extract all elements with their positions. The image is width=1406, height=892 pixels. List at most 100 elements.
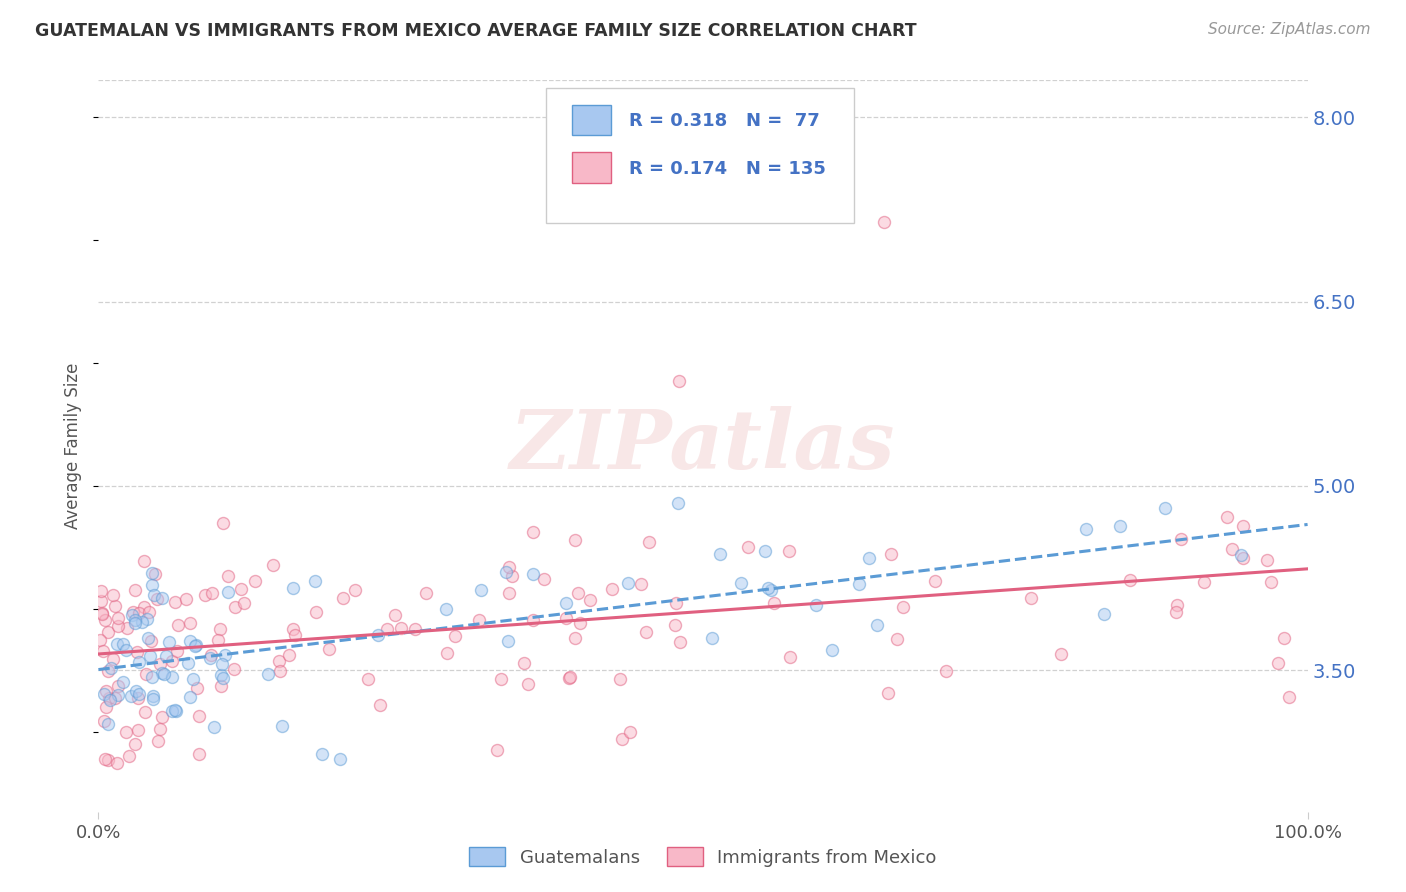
Point <box>873 214 896 228</box>
Point <box>153 667 176 681</box>
Point <box>1108 519 1130 533</box>
Point <box>318 641 340 656</box>
Point <box>1019 591 1042 605</box>
Point <box>232 596 254 610</box>
Point <box>637 535 659 549</box>
Point <box>105 637 128 651</box>
Point <box>415 585 437 599</box>
Point <box>96 683 118 698</box>
Point <box>600 582 623 597</box>
Point <box>90 583 112 598</box>
Point <box>131 615 153 629</box>
Point <box>434 602 457 616</box>
Point <box>262 558 284 572</box>
Point <box>93 751 115 765</box>
Point <box>522 567 544 582</box>
Point <box>93 714 115 728</box>
Point <box>564 631 586 645</box>
Point <box>104 599 127 614</box>
Point <box>93 687 115 701</box>
Point <box>105 756 128 770</box>
Point <box>269 664 291 678</box>
Point <box>97 753 120 767</box>
Point <box>188 709 211 723</box>
Point <box>557 671 579 685</box>
Point <box>344 582 367 597</box>
Point <box>1260 575 1282 590</box>
Point <box>304 574 326 589</box>
Point <box>224 599 246 614</box>
Point <box>98 691 121 706</box>
Point <box>91 607 114 621</box>
Point <box>139 648 162 663</box>
Point <box>634 625 657 640</box>
Text: R = 0.174   N = 135: R = 0.174 N = 135 <box>630 160 827 178</box>
Point <box>149 722 172 736</box>
Point <box>848 576 870 591</box>
Point <box>1278 690 1301 705</box>
Point <box>107 619 129 633</box>
Point <box>866 618 889 632</box>
Point <box>160 654 183 668</box>
Point <box>329 752 352 766</box>
Point <box>118 749 141 764</box>
Point <box>886 632 908 646</box>
Point <box>107 688 129 702</box>
Point <box>124 582 146 597</box>
Point <box>179 690 201 705</box>
Point <box>138 605 160 619</box>
Bar <box>572 104 612 136</box>
Point <box>709 548 731 562</box>
Point <box>209 668 232 682</box>
Bar <box>572 153 612 183</box>
Point <box>194 588 217 602</box>
Point <box>436 646 458 660</box>
Point <box>150 709 173 723</box>
Point <box>243 574 266 588</box>
Point <box>142 689 165 703</box>
Point <box>200 648 222 663</box>
Point <box>1154 500 1177 515</box>
Point <box>1118 573 1140 587</box>
Point <box>202 720 225 734</box>
Text: GUATEMALAN VS IMMIGRANTS FROM MEXICO AVERAGE FAMILY SIZE CORRELATION CHART: GUATEMALAN VS IMMIGRANTS FROM MEXICO AVE… <box>35 22 917 40</box>
Point <box>209 679 232 693</box>
Point <box>166 644 188 658</box>
Point <box>165 595 187 609</box>
Point <box>127 723 149 737</box>
Point <box>470 583 492 598</box>
Point <box>498 634 520 648</box>
Point <box>610 732 633 747</box>
Point <box>311 747 333 761</box>
Point <box>125 645 148 659</box>
Point <box>121 608 143 623</box>
Point <box>489 673 512 687</box>
Point <box>124 614 146 628</box>
Point <box>132 554 155 568</box>
Point <box>1166 599 1188 613</box>
Point <box>141 633 163 648</box>
FancyBboxPatch shape <box>546 87 855 223</box>
Point <box>668 375 690 389</box>
Point <box>1256 552 1278 566</box>
Point <box>283 623 305 637</box>
Point <box>579 593 602 607</box>
Point <box>357 672 380 686</box>
Point <box>444 629 467 643</box>
Point <box>609 672 631 686</box>
Point <box>179 634 201 648</box>
Point <box>165 704 187 718</box>
Point <box>555 611 578 625</box>
Point <box>498 560 520 574</box>
Point <box>391 621 413 635</box>
Point <box>501 569 523 583</box>
Text: R = 0.318   N =  77: R = 0.318 N = 77 <box>630 112 820 130</box>
Point <box>142 691 165 706</box>
Point <box>468 613 491 627</box>
Point <box>150 666 173 681</box>
Point <box>124 737 146 751</box>
Point <box>486 743 509 757</box>
Point <box>128 606 150 620</box>
Point <box>114 724 136 739</box>
Point <box>136 631 159 645</box>
